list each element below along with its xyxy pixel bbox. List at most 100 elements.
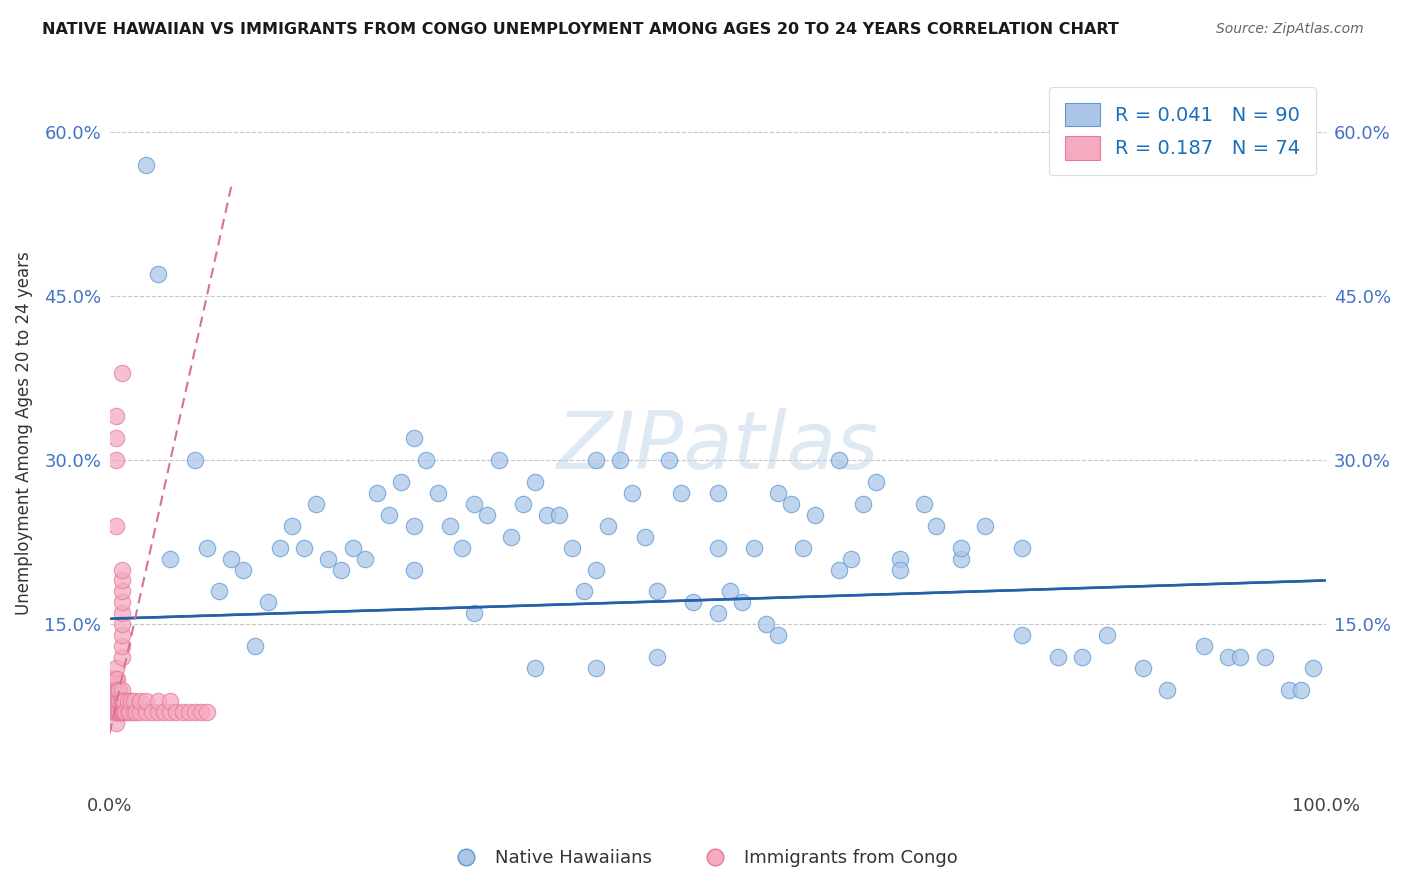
Point <box>1254 650 1277 665</box>
Point <box>925 518 948 533</box>
Point <box>104 409 127 424</box>
Point <box>1095 628 1118 642</box>
Point <box>329 562 352 576</box>
Point <box>111 366 134 380</box>
Legend: Native Hawaiians, Immigrants from Congo: Native Hawaiians, Immigrants from Congo <box>441 842 965 874</box>
Point <box>103 682 125 697</box>
Point <box>792 541 814 555</box>
Point <box>111 562 134 576</box>
Point <box>104 518 127 533</box>
Point <box>104 661 127 675</box>
Point <box>718 584 741 599</box>
Point <box>135 158 157 172</box>
Point <box>463 607 485 621</box>
Point <box>159 551 181 566</box>
Point <box>103 694 125 708</box>
Point <box>195 705 218 719</box>
Point <box>245 639 267 653</box>
Point <box>110 705 132 719</box>
Point <box>148 705 170 719</box>
Point <box>585 453 607 467</box>
Point <box>153 705 176 719</box>
Point <box>232 562 254 576</box>
Point <box>439 518 461 533</box>
Point <box>1229 650 1251 665</box>
Point <box>658 453 681 467</box>
Point <box>598 518 620 533</box>
Point <box>112 705 135 719</box>
Point <box>111 595 134 609</box>
Point <box>828 453 851 467</box>
Point <box>366 486 388 500</box>
Point <box>621 486 644 500</box>
Point <box>122 694 145 708</box>
Point <box>292 541 315 555</box>
Point <box>117 694 139 708</box>
Point <box>852 497 875 511</box>
Point <box>159 705 181 719</box>
Point <box>104 705 127 719</box>
Point <box>111 628 134 642</box>
Point <box>104 682 127 697</box>
Point <box>105 705 128 719</box>
Point <box>524 661 547 675</box>
Point <box>165 705 187 719</box>
Point <box>1156 682 1178 697</box>
Point <box>135 694 157 708</box>
Point <box>572 584 595 599</box>
Point <box>103 694 125 708</box>
Point <box>889 562 911 576</box>
Point <box>281 518 304 533</box>
Point <box>706 607 728 621</box>
Point <box>112 694 135 708</box>
Point <box>706 486 728 500</box>
Point <box>402 431 425 445</box>
Point <box>104 431 127 445</box>
Point <box>111 574 134 588</box>
Point <box>107 705 129 719</box>
Point <box>378 508 401 522</box>
Point <box>828 562 851 576</box>
Point <box>108 682 131 697</box>
Point <box>585 661 607 675</box>
Point <box>1302 661 1324 675</box>
Text: ZIPatlas: ZIPatlas <box>557 408 879 486</box>
Point <box>117 705 139 719</box>
Point <box>114 705 136 719</box>
Point <box>107 682 129 697</box>
Point <box>402 518 425 533</box>
Point <box>111 639 134 653</box>
Point <box>742 541 765 555</box>
Point <box>120 694 142 708</box>
Point <box>1132 661 1154 675</box>
Point <box>105 672 128 686</box>
Point <box>104 453 127 467</box>
Point <box>108 694 131 708</box>
Point <box>402 562 425 576</box>
Point <box>426 486 449 500</box>
Point <box>108 705 131 719</box>
Point <box>768 486 790 500</box>
Point <box>148 694 170 708</box>
Point <box>499 530 522 544</box>
Point <box>682 595 704 609</box>
Point <box>183 453 205 467</box>
Point <box>256 595 278 609</box>
Point <box>111 694 134 708</box>
Point <box>105 694 128 708</box>
Point <box>177 705 200 719</box>
Point <box>768 628 790 642</box>
Text: Source: ZipAtlas.com: Source: ZipAtlas.com <box>1216 22 1364 37</box>
Point <box>111 617 134 632</box>
Point <box>111 694 134 708</box>
Text: NATIVE HAWAIIAN VS IMMIGRANTS FROM CONGO UNEMPLOYMENT AMONG AGES 20 TO 24 YEARS : NATIVE HAWAIIAN VS IMMIGRANTS FROM CONGO… <box>42 22 1119 37</box>
Point <box>111 705 134 719</box>
Point <box>342 541 364 555</box>
Point <box>974 518 997 533</box>
Point <box>645 650 668 665</box>
Point <box>354 551 377 566</box>
Point <box>104 672 127 686</box>
Point <box>111 650 134 665</box>
Point <box>125 705 148 719</box>
Point <box>463 497 485 511</box>
